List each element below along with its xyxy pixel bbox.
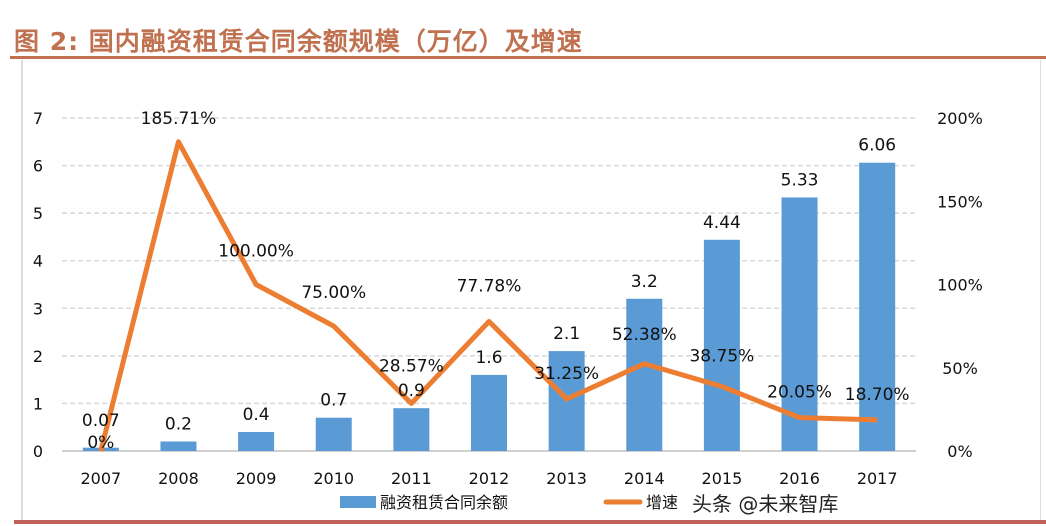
title-underline	[10, 56, 1046, 59]
y-left-tick-label: 0	[33, 442, 43, 461]
bar	[471, 374, 507, 451]
y-left-tick-label: 4	[33, 252, 43, 271]
line-data-label: 185.71%	[141, 109, 217, 129]
y-left-tick-label: 2	[33, 347, 43, 366]
x-tick-label: 2015	[702, 469, 743, 488]
y-right-tick-label: 150%	[937, 192, 983, 211]
bar	[315, 417, 352, 451]
bar-data-label: 4.44	[703, 213, 741, 233]
bar-data-label: 1.6	[475, 348, 502, 368]
y-left-tick-label: 5	[33, 204, 43, 223]
line-data-label: 75.00%	[301, 283, 366, 303]
line-data-label: 52.38%	[612, 325, 677, 345]
x-tick-label: 2014	[624, 469, 665, 488]
x-tick-label: 2017	[857, 469, 898, 488]
y-right-tick-label: 200%	[937, 109, 983, 128]
line-data-label: 77.78%	[457, 276, 522, 296]
x-tick-label: 2007	[80, 469, 121, 488]
bar-data-label: 0.4	[243, 405, 270, 425]
line-data-label: 20.05%	[767, 383, 832, 403]
bar	[393, 408, 430, 451]
legend-label-bar: 融资租赁合同余额	[380, 493, 508, 512]
line-data-label: 31.25%	[534, 364, 599, 384]
bar-data-label: 3.2	[631, 272, 658, 292]
frame-left	[21, 60, 23, 520]
x-tick-label: 2012	[469, 469, 510, 488]
bar-data-label: 0.2	[165, 414, 192, 434]
y-right-tick-label: 50%	[942, 359, 978, 378]
bar-data-label: 6.06	[858, 136, 896, 156]
y-left-tick-label: 3	[33, 299, 43, 318]
legend-swatch-bar	[340, 496, 376, 508]
x-tick-label: 2016	[779, 469, 820, 488]
x-tick-label: 2008	[158, 469, 199, 488]
line-data-label: 28.57%	[379, 356, 444, 376]
x-tick-label: 2011	[391, 469, 432, 488]
growth-line	[98, 139, 878, 452]
y-right-tick-label: 100%	[937, 276, 983, 295]
bar	[626, 298, 663, 451]
bar	[160, 441, 197, 451]
bar-data-label: 2.1	[553, 324, 580, 344]
chart-title: 图 2: 国内融资租赁合同余额规模（万亿）及增速	[14, 27, 583, 56]
y-right-tick-label: 0%	[947, 442, 972, 461]
watermark: 头条 @未来智库	[692, 492, 839, 516]
bar	[781, 197, 818, 451]
line-data-label: 18.70%	[845, 385, 910, 405]
bar-data-label: 0.7	[320, 391, 347, 411]
y-left-tick-label: 6	[33, 157, 43, 176]
y-left-tick-label: 1	[33, 394, 43, 413]
bar	[238, 431, 275, 451]
bottom-rule	[14, 520, 1046, 524]
bar	[703, 239, 740, 451]
x-tick-label: 2009	[236, 469, 277, 488]
x-tick-label: 2013	[546, 469, 587, 488]
line-data-label: 100.00%	[218, 242, 294, 262]
legend-label-line: 增速	[646, 493, 678, 512]
line-data-label: 38.75%	[689, 346, 754, 366]
y-left-tick-label: 7	[33, 109, 43, 128]
bar-data-label: 0.07	[82, 411, 120, 431]
frame-right	[1040, 60, 1041, 520]
x-tick-label: 2010	[313, 469, 354, 488]
bar	[859, 162, 896, 451]
line-data-label: 0%	[87, 433, 114, 453]
bar-data-label: 5.33	[781, 170, 819, 190]
bar-data-label: 0.9	[398, 381, 425, 401]
